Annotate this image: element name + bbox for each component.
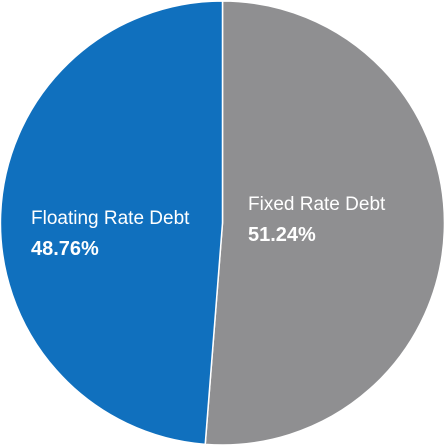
slice-value-fixed-rate-debt: 51.24% (248, 224, 316, 246)
pie-slice-fixed-rate-debt (204, 0, 445, 446)
slice-label-floating-rate-debt: Floating Rate Debt (31, 208, 190, 229)
slice-value-floating-rate-debt: 48.76% (31, 238, 99, 260)
slice-label-fixed-rate-debt: Fixed Rate Debt (248, 194, 386, 215)
pie-slice-floating-rate-debt (0, 0, 224, 446)
